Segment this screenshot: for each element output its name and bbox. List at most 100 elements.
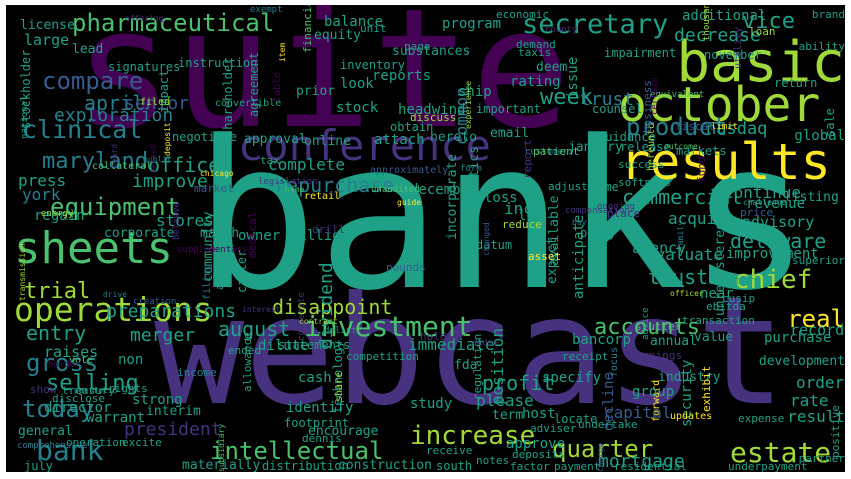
word-regain: regain xyxy=(34,208,85,224)
word-price: price xyxy=(740,206,774,219)
word-vice: vice xyxy=(742,9,795,34)
word-pharmaceutical: pharmaceutical xyxy=(72,9,275,37)
word-basic: basic xyxy=(676,30,845,95)
word-hold: hold xyxy=(420,330,447,343)
word-success: success xyxy=(618,158,665,171)
word-changed: changed xyxy=(482,222,491,256)
word-online: online xyxy=(304,134,351,149)
word-president: president xyxy=(124,419,222,440)
word-thousand: thousand xyxy=(702,5,712,41)
word-york: york xyxy=(22,185,61,204)
word-hereto: hereto xyxy=(430,130,477,145)
word-gross: gross xyxy=(26,349,99,377)
word-demand: demand xyxy=(516,38,556,51)
word-strong: strong xyxy=(132,392,183,408)
word-customer: customer xyxy=(525,147,569,157)
word-look: look xyxy=(340,76,374,92)
word-economic: economic xyxy=(496,8,549,21)
word-estate: estate xyxy=(730,436,832,469)
word-issue: issue xyxy=(565,56,581,99)
word-offering: offering xyxy=(125,14,164,23)
word-share: share xyxy=(334,371,345,402)
word-raises: raises xyxy=(44,343,99,361)
word-bancorp: bancorp xyxy=(572,332,632,348)
word-dilute: dilute xyxy=(258,338,309,354)
word-term: term xyxy=(492,408,524,423)
word-negotiate: negotiate xyxy=(172,130,238,144)
word-intellectual: intellectual xyxy=(210,437,384,465)
word-obtain: obtain xyxy=(390,120,434,134)
word-comprehensive: comprehensive xyxy=(17,441,88,451)
word-south: south xyxy=(436,459,473,472)
word-excite: excite xyxy=(122,436,162,449)
word-report: report xyxy=(521,139,534,179)
word-medical: medical xyxy=(246,211,259,258)
word-officer: officer xyxy=(670,289,704,298)
word-table: table xyxy=(272,71,283,102)
word-adjust: adjust xyxy=(548,180,588,193)
word-instruction: instruction xyxy=(178,56,258,70)
word-decrease: decrease xyxy=(674,25,761,46)
word-utility: utility xyxy=(733,26,744,69)
word-chicago: chicago xyxy=(200,169,234,178)
word-continue: continue xyxy=(724,183,802,202)
word-investment: investment xyxy=(304,310,473,343)
word-residential: residential xyxy=(614,460,687,472)
word-disappoint: disappoint xyxy=(272,295,393,319)
word-cloud: banks webcast suite results basic october shee… xyxy=(6,5,845,472)
word-undertake: undertake xyxy=(578,418,638,431)
word-discuss: discuss xyxy=(410,111,457,124)
word-partner: partner xyxy=(798,452,845,465)
word-retail: retail xyxy=(304,191,341,202)
word-improvement: improvement xyxy=(726,246,819,262)
word-january: january xyxy=(568,140,623,155)
word-study: study xyxy=(410,396,453,412)
word-million: million xyxy=(290,228,350,244)
word-ability: ability xyxy=(798,40,845,53)
word-email: email xyxy=(490,126,530,141)
word-tax: tax xyxy=(260,154,280,167)
word-experience: experience xyxy=(464,80,473,129)
word-exhibit: exhibit xyxy=(700,365,713,412)
word-fund: fund xyxy=(695,156,708,184)
word-revenue: revenue xyxy=(746,196,806,212)
word-reports: reports xyxy=(372,68,432,84)
word-underpayment: underpayment xyxy=(728,460,808,472)
word-please: please xyxy=(476,391,534,410)
word-unaudited: unaudited xyxy=(371,185,420,195)
word-real: real xyxy=(787,305,845,333)
word-conference: conference xyxy=(238,121,491,170)
word-outcome: outcome xyxy=(664,142,698,151)
word-acquire: acquire xyxy=(668,209,736,228)
word-operations: operations xyxy=(14,290,213,329)
word-charge: charge xyxy=(596,443,605,472)
word-equity: equity xyxy=(314,28,361,43)
word-general: general xyxy=(18,424,73,439)
word-balance: balance xyxy=(324,14,384,30)
word-portfolio: portfolio xyxy=(74,386,118,395)
word-equivalent: equivalent xyxy=(650,90,705,100)
word-prior: prior xyxy=(296,84,336,99)
word-unit: unit xyxy=(360,22,387,35)
word-ebitda: ebitda xyxy=(706,300,746,313)
word-corporate: corporate xyxy=(104,226,175,241)
word-industry: industry xyxy=(658,370,721,385)
word-profit: profit xyxy=(482,371,555,395)
word-additional: additional xyxy=(682,8,767,24)
word-advisory: advisory xyxy=(742,213,815,231)
word-director: director xyxy=(44,400,112,416)
word-fiscal: fiscal xyxy=(675,120,715,133)
word-guide: guide xyxy=(397,198,422,207)
word-bank: bank xyxy=(36,434,104,467)
word-holder: holder xyxy=(48,360,81,370)
word-exploration: exploration xyxy=(54,105,174,126)
word-brand: brand xyxy=(811,8,845,21)
word-patient: patient xyxy=(533,145,580,158)
word-adviser: adviser xyxy=(530,422,577,435)
word-locate: locate xyxy=(554,412,598,426)
word-convertible: convertible xyxy=(215,98,282,109)
word-annual: annual xyxy=(650,334,697,349)
word-agency: agency xyxy=(632,239,687,257)
word-form: form xyxy=(460,164,482,174)
word-record: record xyxy=(790,321,845,339)
